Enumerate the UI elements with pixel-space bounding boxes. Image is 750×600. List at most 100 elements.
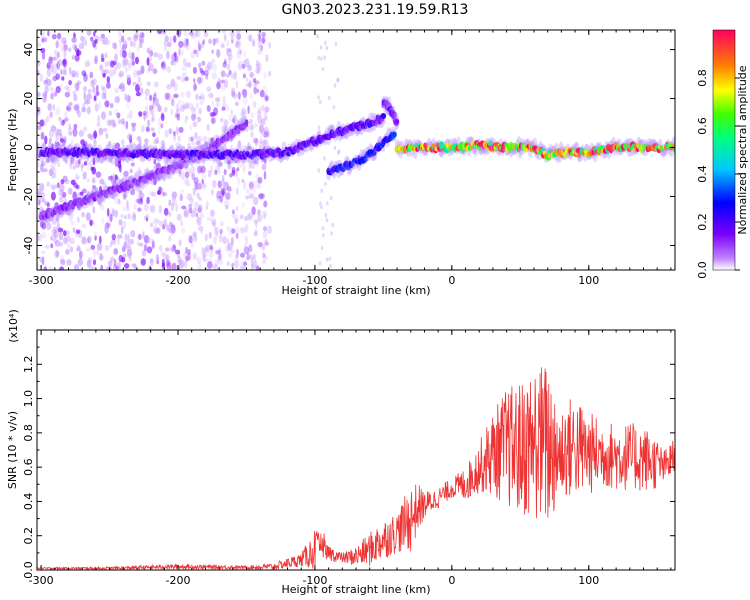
spectral-blob: [247, 212, 252, 221]
spectral-blob: [166, 92, 172, 101]
spectral-blob: [204, 246, 208, 253]
spectral-blob: [183, 37, 189, 47]
spectral-blob: [121, 50, 127, 59]
spectral-blob: [206, 123, 210, 132]
spectral-blob: [127, 36, 132, 41]
spectral-blob: [228, 226, 233, 236]
spectral-blob: [59, 183, 65, 193]
spectral-blob: [193, 201, 199, 209]
spectral-blob: [218, 169, 221, 175]
spectral-blob: [266, 131, 270, 138]
spectral-blob: [217, 180, 222, 189]
spectral-blob: [248, 180, 254, 188]
spectral-blob: [191, 172, 195, 180]
snr-xlabel: Height of straight line (km): [281, 583, 430, 596]
spectral-blob: [37, 70, 40, 75]
spectral-blob: [237, 160, 244, 168]
spectral-blob: [149, 107, 155, 115]
spectral-blob: [86, 93, 92, 100]
spectral-blob: [161, 30, 167, 36]
spectral-blob: [233, 70, 237, 80]
spectral-blob: [185, 42, 191, 51]
spectral-blob: [120, 87, 125, 92]
spectral-blob: [64, 159, 69, 164]
spectral-blob: [136, 192, 143, 200]
spectral-blob: [129, 168, 133, 174]
spectral-blob: [61, 76, 65, 81]
spectral-blob: [245, 76, 249, 83]
spectral-blob: [65, 247, 70, 256]
spectral-blob: [210, 112, 217, 117]
spectral-blob: [62, 175, 68, 182]
spectral-blob: [198, 62, 202, 67]
spectral-blob: [43, 79, 48, 85]
spectral-blob: [126, 200, 129, 209]
spectral-blob: [243, 51, 247, 57]
spectral-blob: [152, 217, 158, 226]
spectral-blob: [116, 61, 122, 70]
spectral-blob: [224, 58, 227, 65]
spectral-blob: [71, 55, 76, 60]
spectral-blob: [130, 162, 135, 167]
spectral-blob: [231, 36, 234, 44]
spectral-blob: [259, 140, 265, 148]
spectral-blob: [137, 166, 141, 176]
spectral-blob: [99, 252, 104, 261]
spectral-blob: [171, 262, 177, 270]
spectral-blob: [262, 230, 268, 239]
spectral-blob: [81, 223, 87, 229]
spectral-blob: [87, 88, 92, 95]
spectral-blob: [253, 259, 257, 269]
spectral-blob: [210, 189, 214, 196]
spectral-blob: [249, 160, 256, 169]
spectral-blob: [216, 81, 222, 90]
spectral-blob: [230, 237, 234, 246]
spectral-blob: [135, 198, 141, 204]
spectral-blob: [205, 200, 209, 207]
spectral-blob: [152, 132, 156, 138]
spectral-blob: [120, 118, 126, 125]
spectral-blob: [224, 245, 230, 252]
spectral-blob: [128, 184, 134, 189]
spectral-blob: [265, 54, 269, 63]
spectral-blob: [262, 128, 267, 133]
spectral-blob: [221, 190, 226, 196]
spectral-blob: [199, 67, 203, 74]
spectral-blob: [257, 107, 262, 115]
spectral-blob: [130, 188, 136, 196]
spectral-blob: [121, 35, 125, 43]
spectral-blob: [243, 261, 248, 266]
spectral-blob: [46, 181, 50, 187]
spectral-blob: [166, 262, 172, 270]
spectral-blob: [37, 162, 40, 168]
spectral-blob: [220, 221, 224, 227]
spectral-blob: [199, 212, 204, 220]
spectral-blob: [259, 89, 265, 98]
spectral-blob: [250, 131, 254, 138]
spectral-blob: [99, 64, 104, 71]
spectral-blob: [120, 139, 125, 146]
spectral-blob: [178, 40, 184, 48]
spectral-blob: [226, 160, 231, 166]
spectral-blob: [261, 37, 266, 44]
spectral-blob: [219, 181, 225, 190]
spectral-blob: [72, 43, 76, 50]
spectral-blob: [204, 65, 210, 72]
spectral-blob: [90, 80, 95, 87]
spectral-blob: [55, 73, 60, 80]
spectral-blob: [228, 70, 232, 75]
spectral-blob: [227, 252, 232, 258]
spectral-blob: [140, 87, 144, 95]
spectral-blob: [156, 173, 162, 182]
spectral-blob: [104, 244, 110, 252]
spectral-blob: [86, 178, 90, 183]
spectral-blob: [83, 71, 86, 78]
spectral-blob: [170, 99, 174, 104]
spectral-blob: [112, 42, 116, 49]
spectral-blob: [214, 37, 220, 43]
spectral-blob: [155, 97, 159, 106]
spectral-blob: [136, 240, 140, 247]
spectral-blob: [123, 206, 126, 212]
spectral-blob: [59, 209, 65, 219]
spectral-blob: [201, 246, 205, 254]
